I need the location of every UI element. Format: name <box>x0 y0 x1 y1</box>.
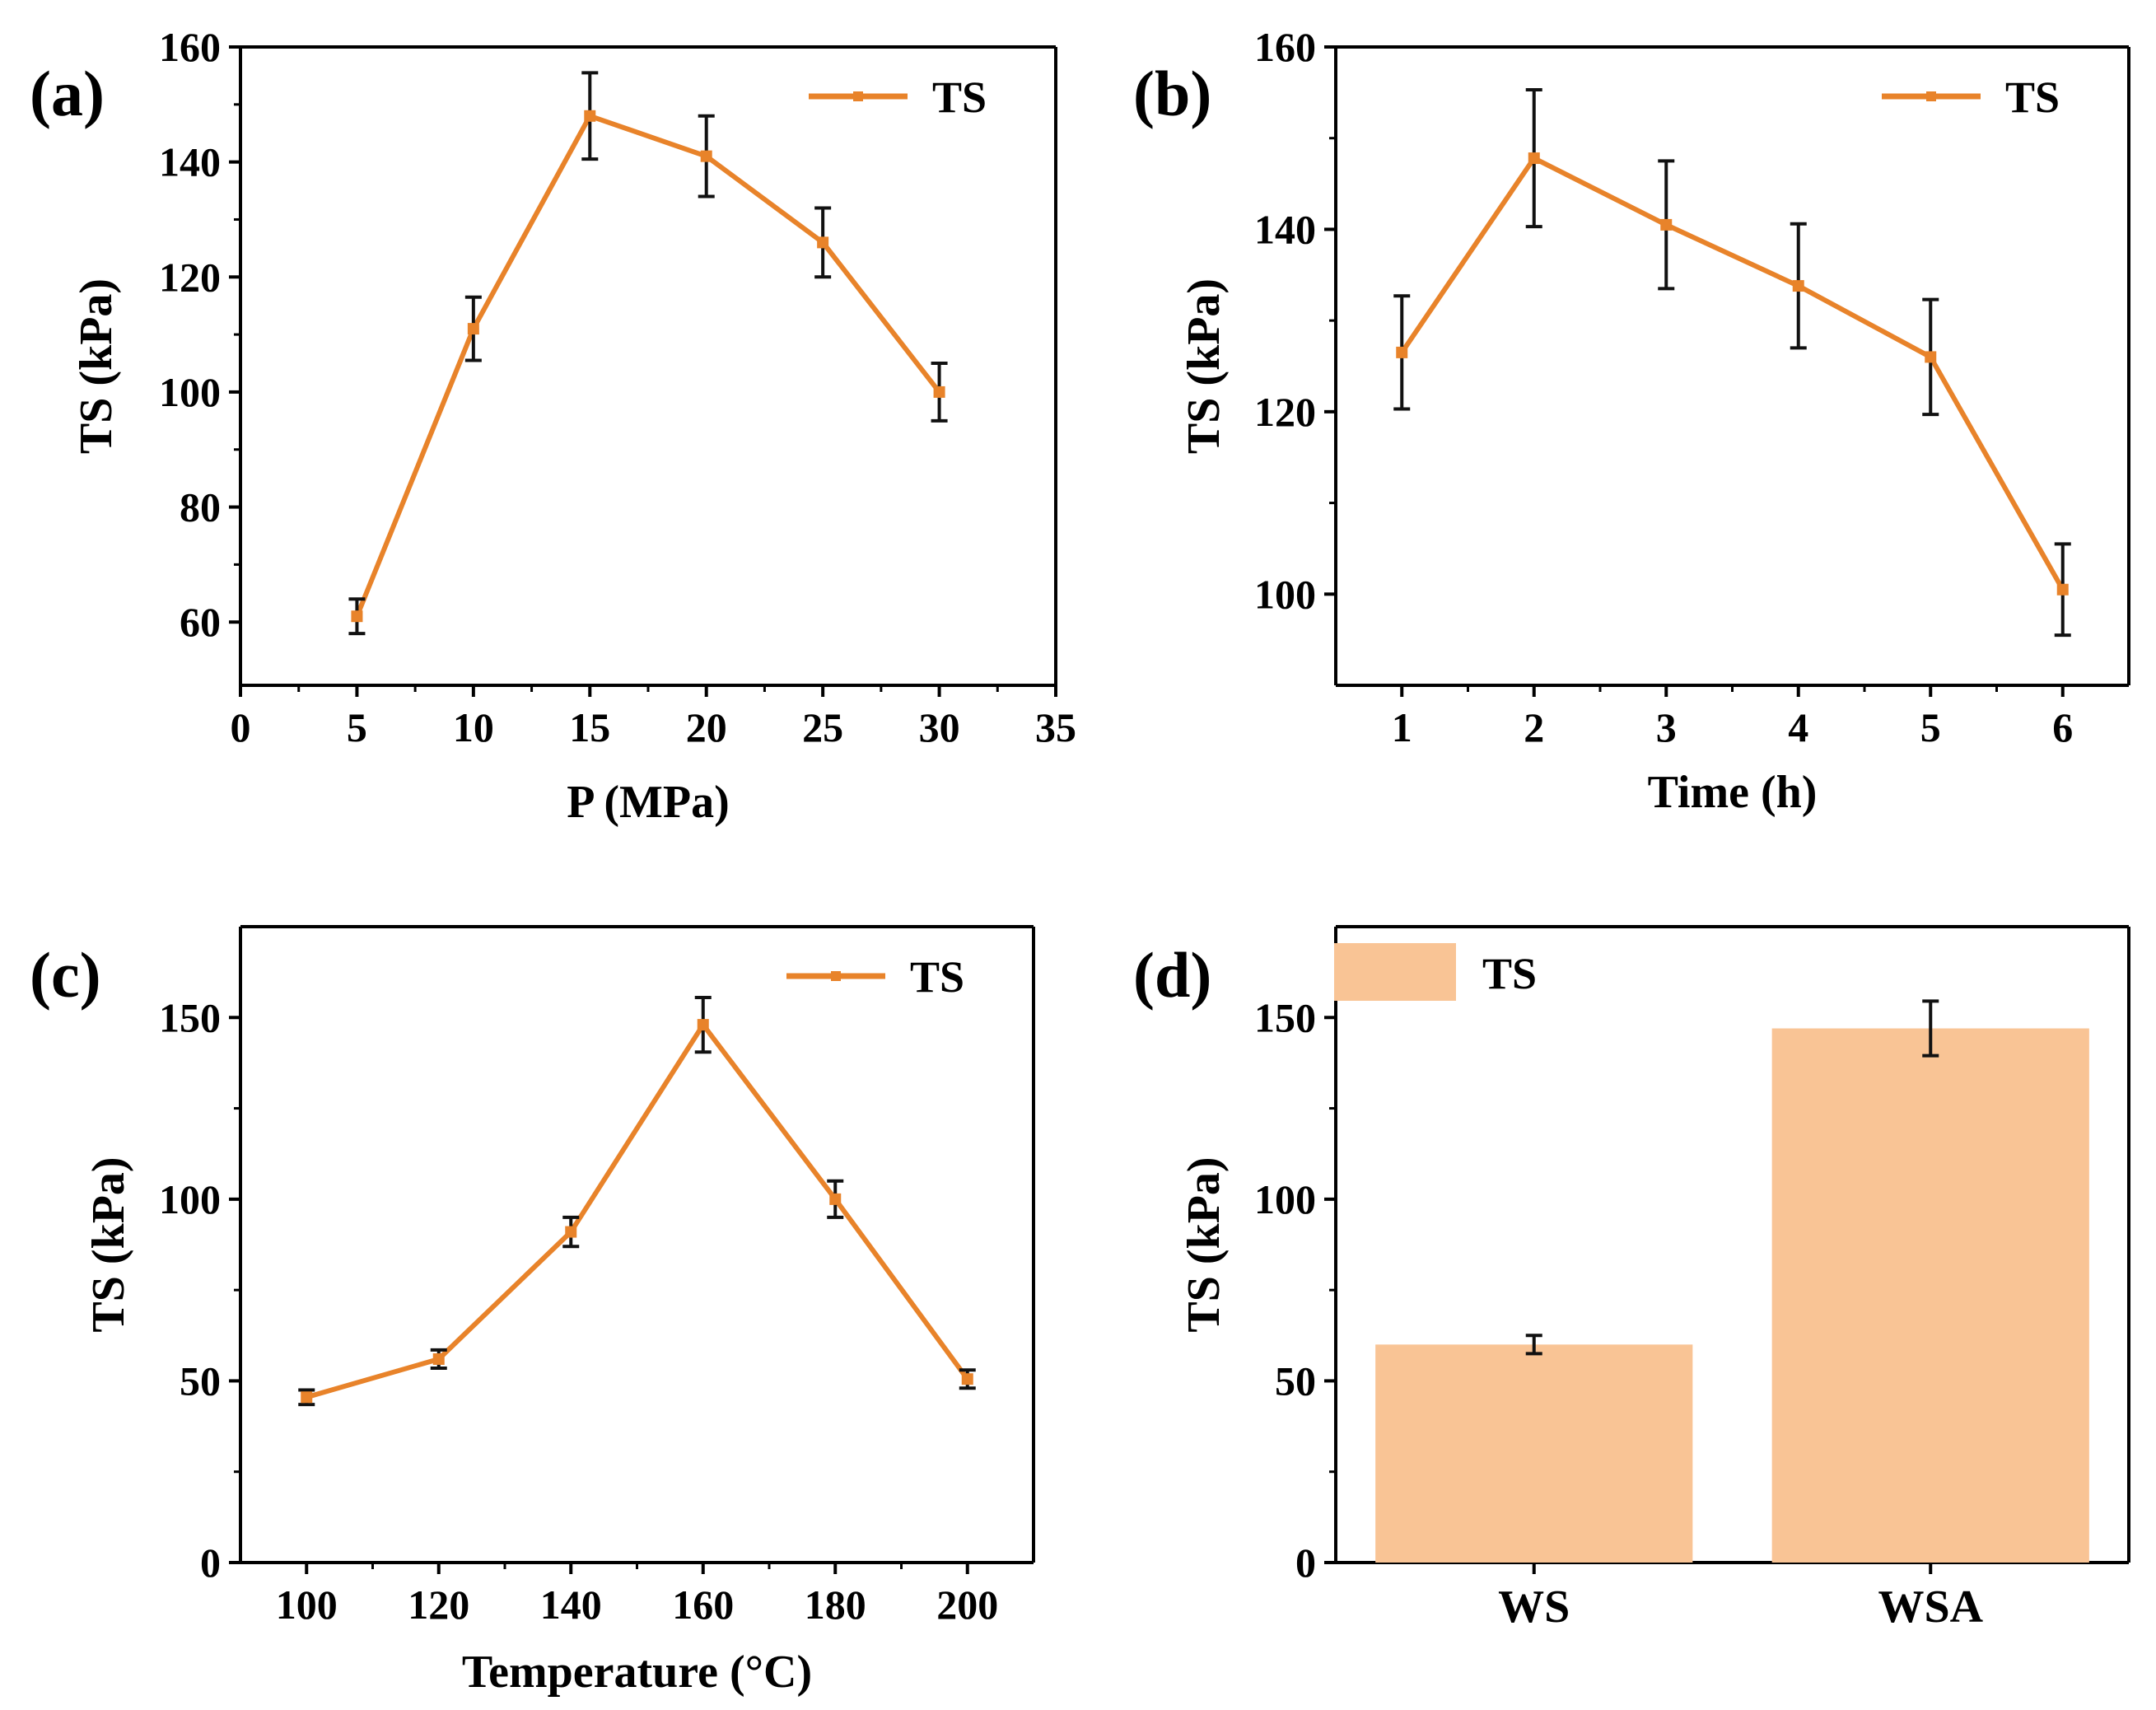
chart-panel-a: 60 80 100 120 140 160 0 5 10 15 20 25 30 35 TS (kPa) P … <box>30 24 1076 828</box>
legend-label: TS <box>1482 949 1537 998</box>
data-point-marker <box>933 385 945 398</box>
x-tick-label: 140 <box>540 1582 602 1628</box>
y-tick-label: 0 <box>1295 1539 1316 1586</box>
x-tick-label: 160 <box>672 1582 734 1628</box>
x-tick-label: 180 <box>805 1582 866 1628</box>
panel-tag: (d) <box>1133 939 1211 1011</box>
data-point-marker <box>1925 351 1937 363</box>
x-tick-label: 100 <box>276 1582 338 1628</box>
y-tick-label: 160 <box>159 24 221 70</box>
y-tick-label: 120 <box>159 254 221 300</box>
y-tick-label: 100 <box>159 1176 221 1222</box>
x-tick-label: 10 <box>453 704 494 750</box>
legend-swatch <box>1334 943 1456 1001</box>
y-tick-label: 150 <box>1254 994 1316 1040</box>
x-tick-label: 4 <box>1788 704 1808 750</box>
x-tick-label: 200 <box>936 1582 998 1628</box>
data-point-marker <box>2056 583 2069 596</box>
y-axis-label: TS (kPa) <box>1178 1156 1230 1332</box>
data-point-marker <box>351 610 363 623</box>
data-point-marker <box>829 1193 842 1205</box>
x-category-label: WS <box>1498 1582 1570 1633</box>
y-axis-label: TS (kPa) <box>83 1156 134 1332</box>
data-point-marker <box>467 323 479 335</box>
y-tick-label: 60 <box>180 599 221 645</box>
bar-wsa <box>1771 1028 2089 1563</box>
y-tick-label: 100 <box>159 369 221 415</box>
data-point-marker <box>1396 346 1408 358</box>
y-tick-label: 140 <box>1254 206 1316 252</box>
panel-tag: (c) <box>30 939 101 1011</box>
x-tick-label: 2 <box>1524 704 1544 750</box>
x-tick-label: 5 <box>1920 704 1941 750</box>
x-axis-label: Temperature (°C) <box>462 1647 812 1698</box>
x-tick-label: 35 <box>1035 704 1076 750</box>
chart-panel-b: 100 120 140 160 1 2 3 4 5 6 TS (kPa) Time (h) (b) TS <box>1133 24 2130 818</box>
series-line-ts <box>354 113 941 618</box>
bar-ws <box>1375 1344 1693 1563</box>
y-axis-label: TS (kPa) <box>1178 278 1230 454</box>
data-point-marker <box>432 1353 445 1365</box>
chart-panel-c: 0 50 100 150 100 120 140 160 180 200 TS (kPa) Tempe… <box>30 925 1035 1698</box>
panel-tag: (b) <box>1133 58 1211 129</box>
y-tick-label: 140 <box>159 139 221 185</box>
x-tick-label: 3 <box>1656 704 1677 750</box>
data-point-marker <box>700 150 712 162</box>
x-axis-label: P (MPa) <box>567 777 729 828</box>
x-tick-label: 30 <box>919 704 960 750</box>
y-tick-label: 50 <box>180 1357 221 1404</box>
data-point-marker <box>584 110 596 122</box>
legend-marker <box>831 971 841 981</box>
x-tick-label: 120 <box>408 1582 469 1628</box>
data-point-marker <box>697 1019 709 1031</box>
x-tick-label: 20 <box>686 704 727 750</box>
data-point-marker <box>961 1373 973 1385</box>
y-tick-label: 120 <box>1254 389 1316 435</box>
x-tick-label: 6 <box>2052 704 2073 750</box>
series-line-ts <box>306 1022 970 1400</box>
legend-marker <box>1926 91 1936 101</box>
y-tick-label: 100 <box>1254 571 1316 617</box>
y-tick-label: 0 <box>200 1539 221 1586</box>
y-tick-label: 80 <box>180 484 221 530</box>
series-line-ts <box>1399 156 2065 591</box>
x-tick-label: 15 <box>569 704 610 750</box>
data-point-marker <box>301 1391 313 1404</box>
legend-label: TS <box>2005 72 2060 122</box>
legend-label: TS <box>932 72 987 122</box>
data-point-marker <box>565 1226 577 1238</box>
y-axis-label: TS (kPa) <box>71 278 122 454</box>
x-tick-label: 25 <box>802 704 843 750</box>
legend-label: TS <box>910 952 964 1002</box>
y-tick-label: 50 <box>1275 1357 1316 1404</box>
chart-panel-d: 0 50 100 150 TS (kPa) (d) WS WSA TS <box>1133 925 2130 1633</box>
data-point-marker <box>1528 152 1540 165</box>
panel-tag: (a) <box>30 58 105 129</box>
y-tick-label: 100 <box>1254 1176 1316 1222</box>
x-tick-label: 1 <box>1392 704 1412 750</box>
x-tick-label: 0 <box>231 704 251 750</box>
x-axis-label: Time (h) <box>1648 767 1818 818</box>
data-point-marker <box>817 236 829 249</box>
legend-marker <box>853 91 863 101</box>
y-tick-label: 160 <box>1254 24 1316 70</box>
x-category-label: WSA <box>1878 1582 1983 1633</box>
data-point-marker <box>1660 218 1673 231</box>
data-point-marker <box>1792 280 1804 292</box>
y-tick-label: 150 <box>159 994 221 1040</box>
x-tick-label: 5 <box>347 704 367 750</box>
